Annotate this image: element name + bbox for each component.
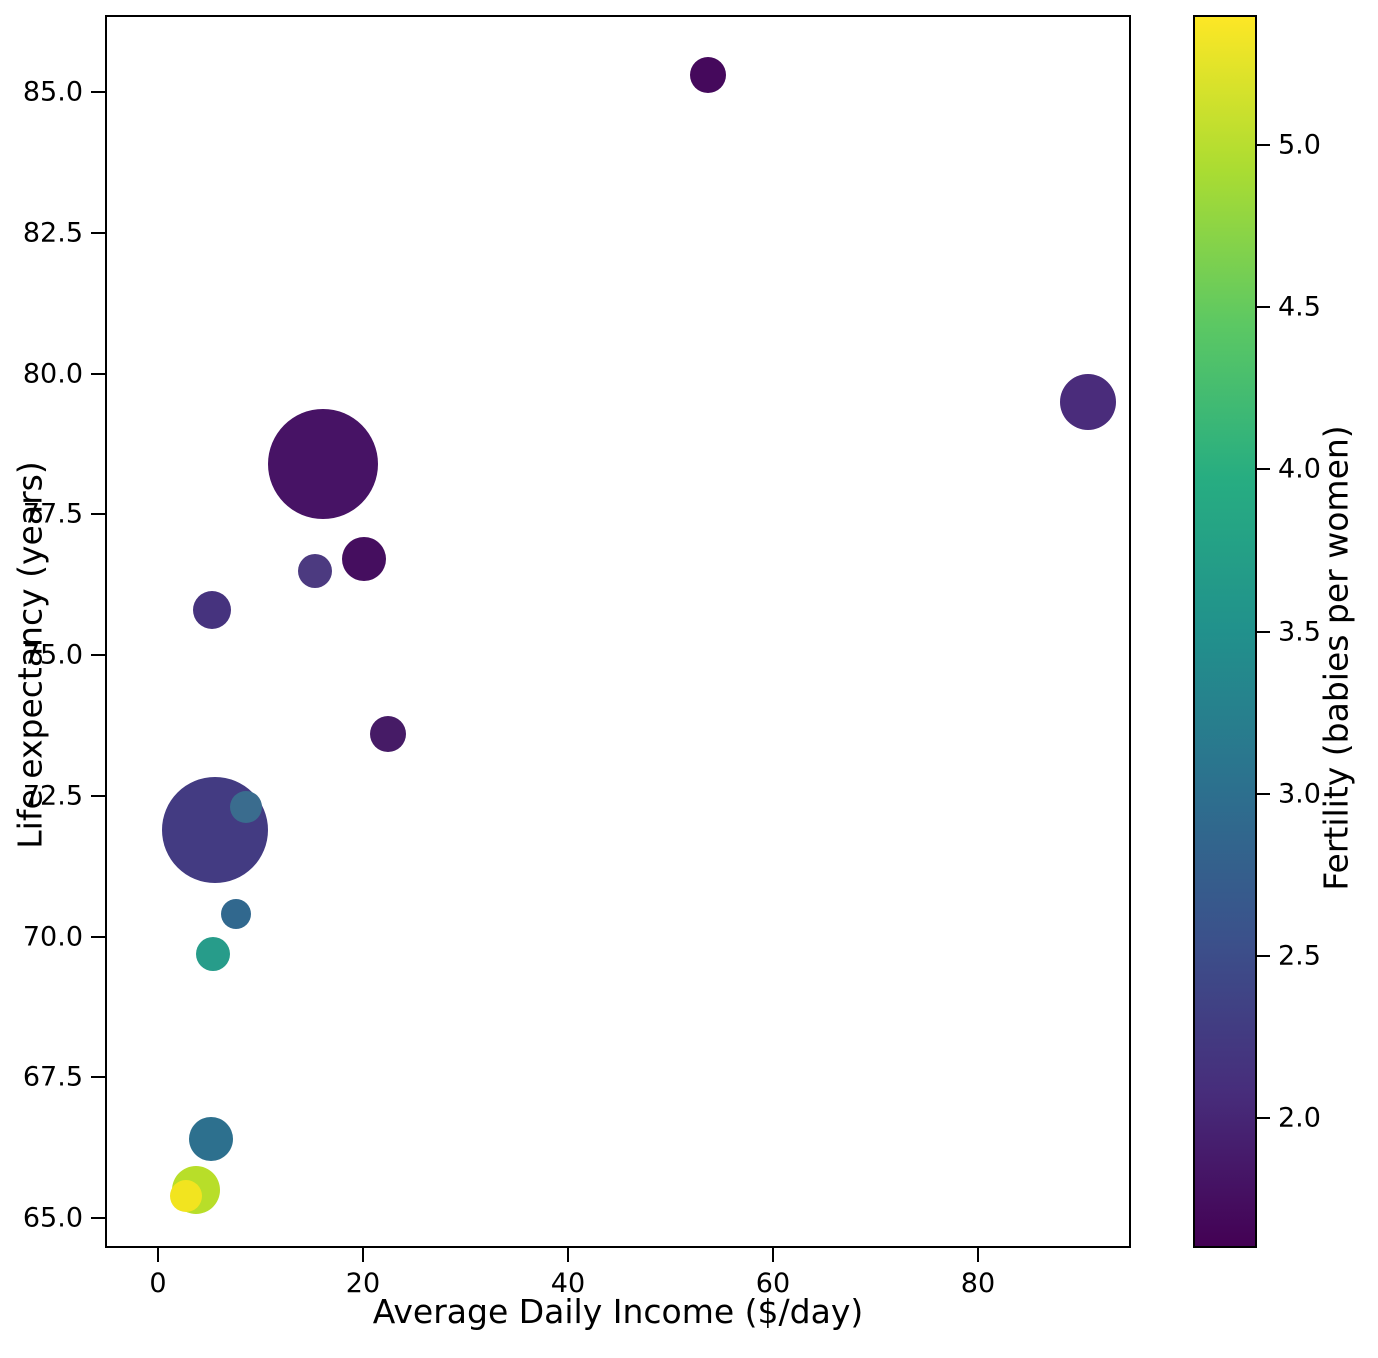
colorbar-tick: [1257, 1117, 1270, 1120]
x-axis-tick-label: 40: [550, 1268, 586, 1299]
y-axis-tick: [91, 372, 105, 375]
colorbar: [1193, 15, 1257, 1248]
colorbar-tick: [1257, 143, 1270, 146]
x-axis-tick: [566, 1248, 569, 1262]
y-axis-tick: [91, 935, 105, 938]
y-axis-tick: [91, 231, 105, 234]
colorbar-tick: [1257, 954, 1270, 957]
colorbar-tick-label: 2.5: [1278, 940, 1321, 972]
plot-area: [105, 15, 1131, 1248]
y-axis-tick-label: 80.0: [22, 358, 83, 390]
colorbar-tick-label: 3.0: [1278, 778, 1321, 810]
colorbar-tick-label: 4.0: [1278, 453, 1321, 485]
x-axis-tick-label: 20: [345, 1268, 381, 1299]
data-point: [369, 715, 406, 752]
data-point: [220, 899, 251, 930]
y-axis-tick-label: 75.0: [22, 639, 83, 671]
data-point: [342, 537, 386, 582]
x-axis-tick-label: 0: [149, 1268, 167, 1299]
data-point: [1059, 373, 1116, 430]
colorbar-tick: [1257, 792, 1270, 795]
x-axis-tick-label: 60: [755, 1268, 791, 1299]
y-axis-tick-label: 82.5: [22, 217, 83, 249]
x-axis-label: Average Daily Income ($/day): [372, 1292, 864, 1331]
colorbar-tick-label: 2.0: [1278, 1102, 1321, 1134]
colorbar-tick: [1257, 468, 1270, 471]
y-axis-tick-label: 67.5: [22, 1061, 83, 1093]
x-axis-tick-label: 80: [960, 1268, 996, 1299]
data-point: [196, 936, 231, 971]
x-axis-tick: [361, 1248, 364, 1262]
data-point: [297, 553, 332, 588]
y-axis-tick: [91, 794, 105, 797]
colorbar-tick: [1257, 630, 1270, 633]
colorbar-tick: [1257, 306, 1270, 309]
y-axis-tick-label: 77.5: [22, 498, 83, 530]
y-axis-tick: [91, 1076, 105, 1079]
y-axis-tick: [91, 91, 105, 94]
data-point: [189, 1117, 234, 1162]
colorbar-label: Fertility (babies per women): [1316, 425, 1356, 891]
data-point: [193, 591, 232, 630]
x-axis-tick: [156, 1248, 159, 1262]
colorbar-tick-label: 4.5: [1278, 291, 1321, 323]
x-axis-tick: [976, 1248, 979, 1262]
colorbar-tick-label: 3.5: [1278, 616, 1321, 647]
y-axis-tick: [91, 513, 105, 516]
x-axis-tick: [771, 1248, 774, 1262]
y-axis-tick-label: 85.0: [22, 76, 83, 108]
data-point: [268, 408, 378, 519]
y-axis-tick-label: 70.0: [22, 921, 83, 953]
y-axis-tick: [91, 654, 105, 657]
y-axis-tick-label: 72.5: [22, 780, 83, 812]
y-axis-tick: [91, 1217, 105, 1220]
y-axis-tick-label: 65.0: [22, 1202, 83, 1234]
colorbar-tick-label: 5.0: [1278, 129, 1321, 161]
data-point: [690, 57, 727, 94]
data-point: [230, 791, 263, 824]
data-point: [169, 1179, 202, 1212]
